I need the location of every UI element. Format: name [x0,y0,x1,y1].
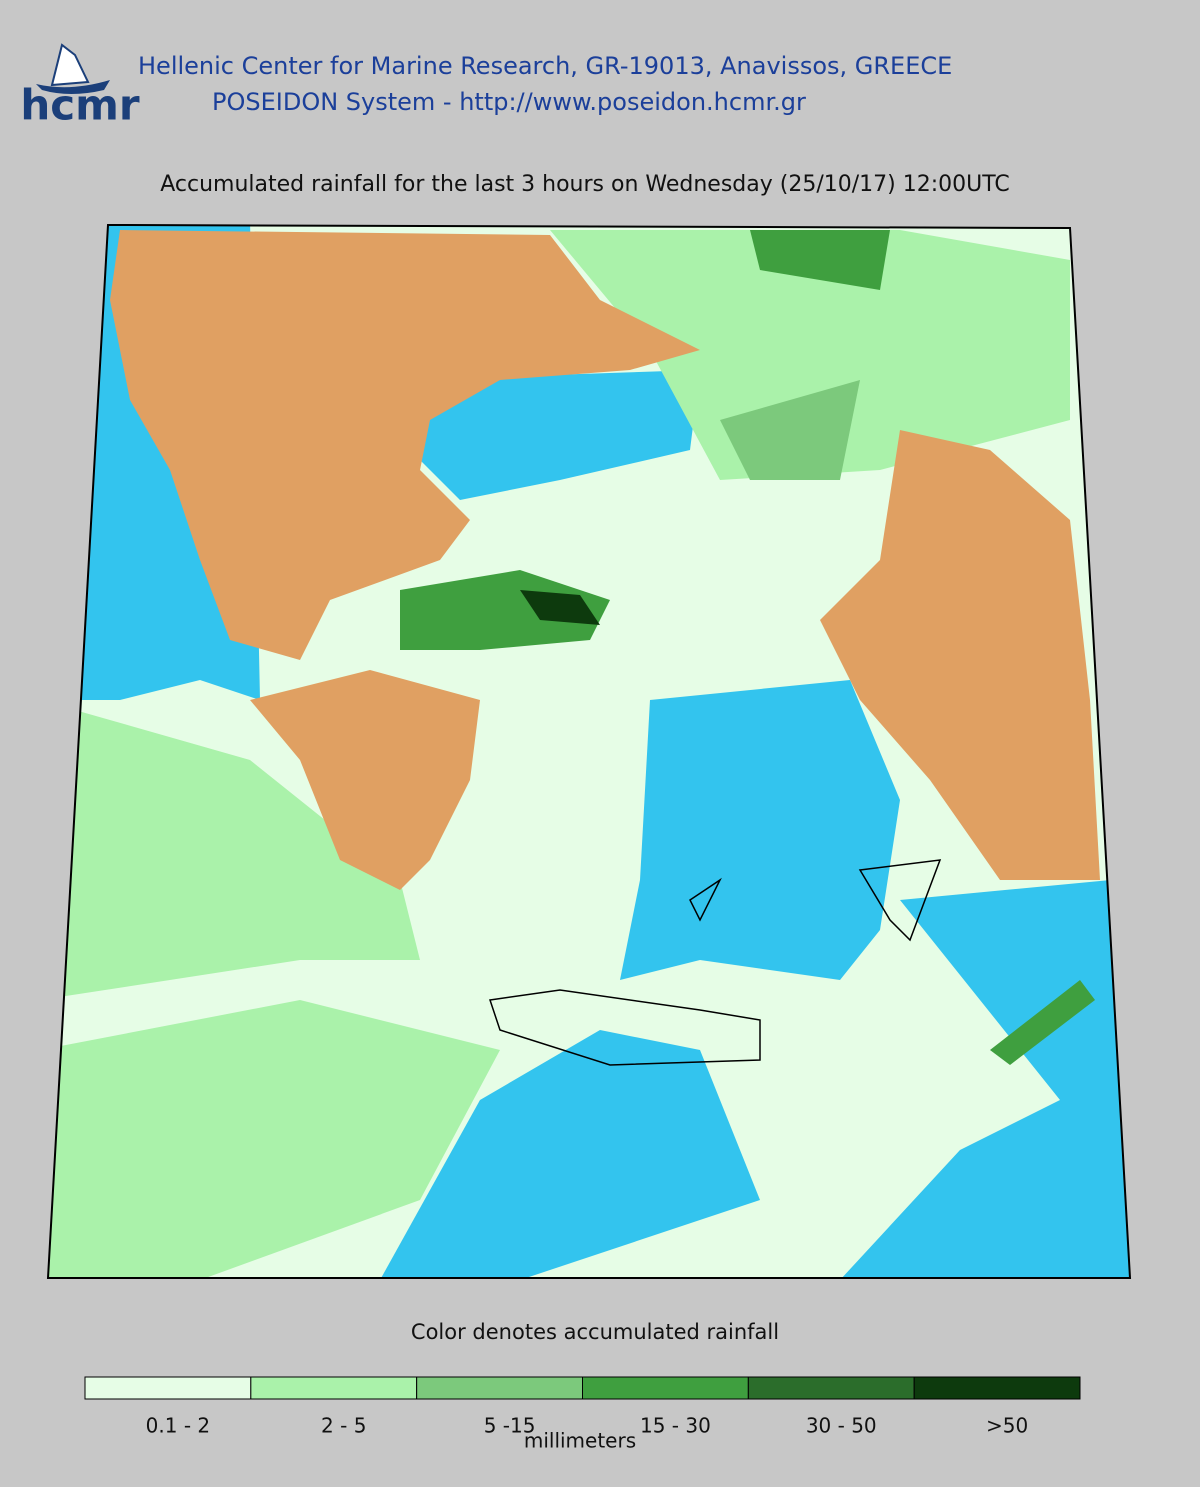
legend-caption: Color denotes accumulated rainfall [411,1320,779,1344]
header-line: Hellenic Center for Marine Research, GR-… [138,52,952,80]
legend-swatch [582,1376,749,1400]
coastline [489,989,761,1066]
rain-area [48,1000,500,1278]
rain-area [720,380,860,480]
map [48,225,1130,1278]
rain-area [550,230,1070,480]
legend-units: millimeters [524,1429,636,1453]
rain-area [750,230,890,290]
coastline [689,859,942,942]
rain-area [990,980,1095,1065]
land [250,670,480,890]
map-frame [46,223,1132,1279]
legend-label: 2 - 5 [321,1414,366,1438]
legend-label: >50 [986,1414,1028,1438]
rain-area [520,590,600,625]
legend-swatch [416,1376,583,1400]
legend-label: 15 - 30 [640,1414,711,1438]
land [820,430,1100,880]
sea [380,1030,760,1278]
legend-label: 5 -15 [484,1414,536,1438]
logo-graphic [36,43,110,94]
land [110,230,700,660]
logo-text: hcmr [20,81,140,130]
legend-swatch [84,1376,252,1400]
legend-swatch [913,1376,1081,1400]
legend-label: 30 - 50 [806,1414,877,1438]
legend-swatch [250,1376,418,1400]
legend: 0.1 - 2 2 - 5 5 -15 15 - 30 30 - 50 >50 [84,1376,1081,1438]
sail [50,43,90,87]
rain-area [48,700,420,1000]
legend-swatch [747,1376,915,1400]
map-title: Accumulated rainfall for the last 3 hour… [160,172,1010,197]
sea [620,680,900,980]
rain-area [400,570,610,650]
hull [36,80,110,94]
sea [400,370,700,500]
sea [840,880,1130,1278]
legend-label: 0.1 - 2 [146,1414,210,1438]
header-line: POSEIDON System - http://www.poseidon.hc… [212,88,806,116]
